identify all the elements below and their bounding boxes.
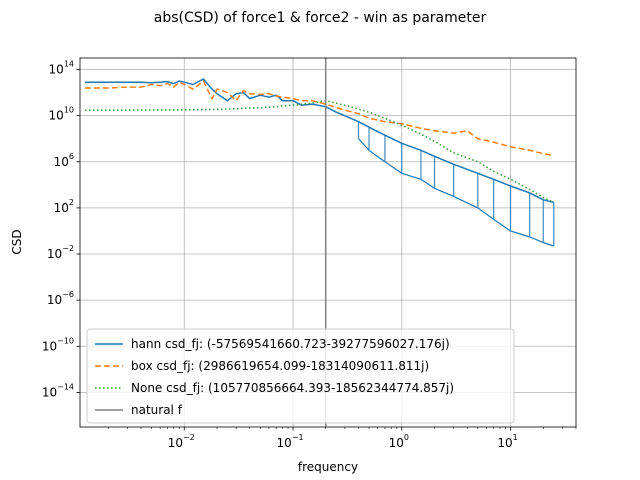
y-tick-label: 102 xyxy=(54,198,74,215)
y-axis-ticks: 10−14 10−10 10−6 10−2 102 106 1010 1014 xyxy=(42,60,80,399)
x-axis-label: frequency xyxy=(298,460,358,474)
series-line-1 xyxy=(84,80,554,157)
x-tick-label: 100 xyxy=(389,433,409,450)
legend-box xyxy=(86,328,515,424)
chart-title: abs(CSD) of force1 & force2 - win as par… xyxy=(154,10,487,26)
y-tick-label: 1014 xyxy=(49,60,74,77)
series-0 xyxy=(84,78,555,247)
x-axis-ticks: 10−2 10−1 100 101 xyxy=(107,427,577,450)
series-layer xyxy=(84,58,555,427)
series-1 xyxy=(84,80,554,157)
series-line-0 xyxy=(84,78,554,204)
plot-frame xyxy=(79,57,577,428)
y-tick-label: 10−2 xyxy=(47,244,74,261)
y-tick-label: 10−10 xyxy=(42,336,74,353)
y-axis-label: CSD xyxy=(10,229,24,254)
y-tick-label: 106 xyxy=(54,152,74,169)
legend: hann csd_fj: (-57569541660.723-392775960… xyxy=(86,328,515,424)
series-lower-envelope-0 xyxy=(358,138,554,247)
x-tick-label: 10−2 xyxy=(168,433,195,450)
y-tick-label: 1010 xyxy=(49,106,74,123)
legend-label: box csd_fj: (2986619654.099-18314090611.… xyxy=(131,359,429,373)
y-tick-label: 10−6 xyxy=(47,290,74,307)
legend-label: hann csd_fj: (-57569541660.723-392775960… xyxy=(131,337,450,351)
legend-label: None csd_fj: (105770856664.393-185623447… xyxy=(131,381,454,395)
y-tick-label: 10−14 xyxy=(42,382,74,399)
legend-label: natural f xyxy=(131,403,183,417)
x-tick-label: 101 xyxy=(497,433,517,450)
x-tick-label: 10−1 xyxy=(276,433,303,450)
